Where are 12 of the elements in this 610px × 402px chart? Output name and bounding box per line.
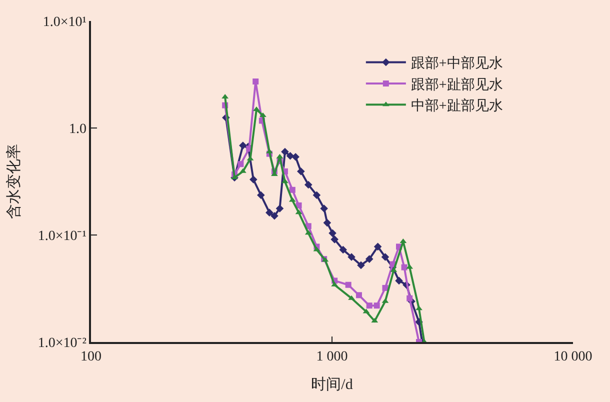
legend-label: 跟部+中部见水 [410, 56, 503, 72]
x-tick-label: 10 000 [554, 350, 592, 365]
y-axis-title: 含水变化率 [6, 144, 23, 219]
y-tick-label: 1.0 [68, 122, 86, 137]
legend-label: 中部+趾部见水 [410, 98, 503, 114]
x-tick-label: 1 000 [316, 350, 348, 365]
x-tick-label: 100 [80, 350, 102, 365]
x-axis-title: 时间/d [311, 376, 354, 394]
y-tick-label: 1.0×10⁻² [38, 336, 86, 351]
legend-label: 跟部+趾部见水 [410, 76, 503, 93]
y-tick-label: 1.0×10¹ [42, 14, 86, 30]
y-tick-label: 1.0×10⁻¹ [38, 228, 86, 244]
